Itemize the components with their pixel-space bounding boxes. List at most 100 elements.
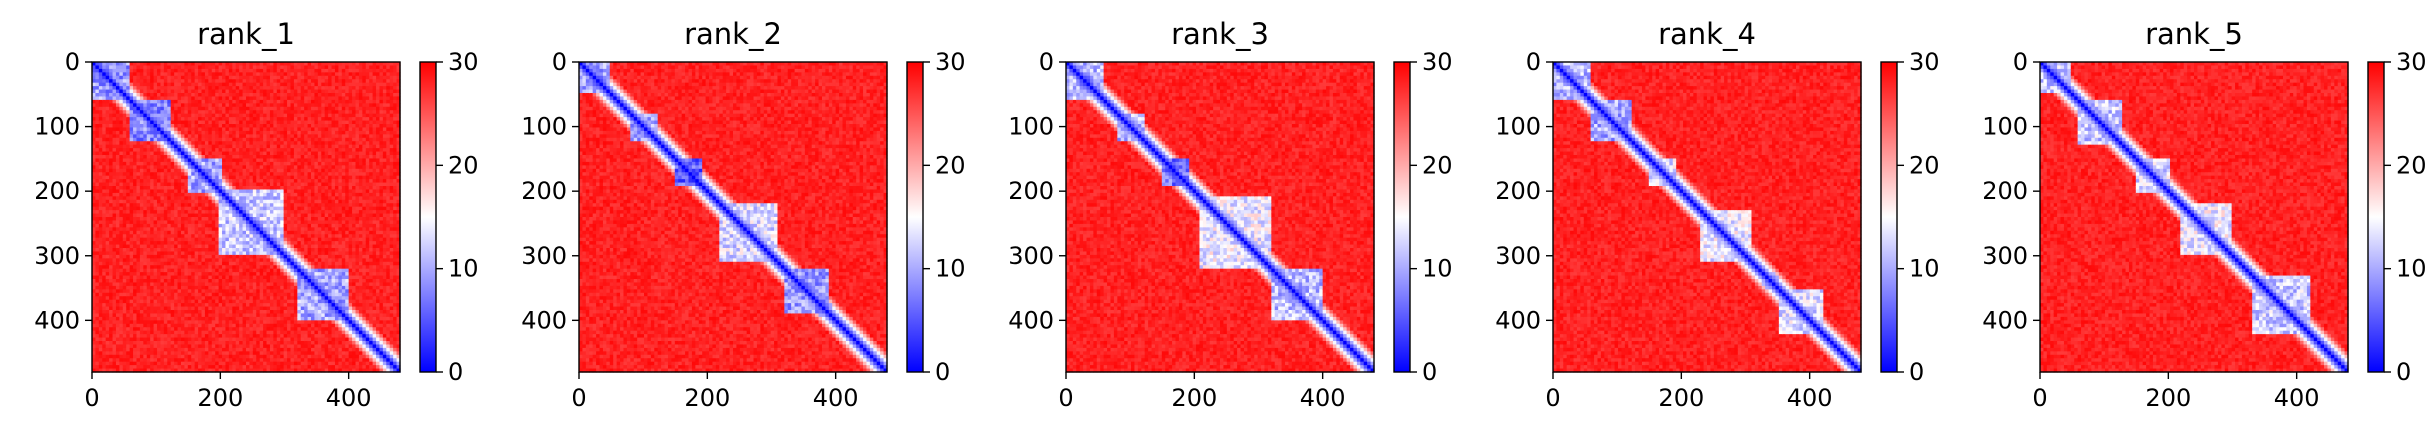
heatmap-cell	[242, 75, 247, 80]
heatmap-cell	[249, 172, 254, 177]
heatmap-cell	[150, 289, 155, 294]
heatmap-cell	[139, 182, 144, 187]
heatmap-cell	[252, 79, 257, 84]
heatmap-cell	[263, 148, 268, 153]
heatmap-cell	[119, 323, 124, 328]
heatmap-cell	[246, 244, 251, 249]
heatmap-cell	[259, 182, 264, 187]
heatmap-cell	[109, 365, 114, 370]
heatmap-cell	[92, 251, 97, 256]
heatmap-cell	[98, 306, 103, 311]
heatmap-cell	[215, 168, 220, 173]
heatmap-cell	[198, 113, 203, 118]
heatmap-cell	[232, 316, 237, 321]
heatmap-cell	[126, 141, 131, 146]
heatmap-cell	[273, 196, 278, 201]
heatmap-cell	[174, 134, 179, 139]
heatmap-cell	[276, 175, 281, 180]
heatmap-cell	[228, 275, 233, 280]
heatmap-cell	[139, 134, 144, 139]
heatmap-cell	[150, 110, 155, 115]
heatmap-cell	[92, 275, 97, 280]
heatmap-cell	[109, 186, 114, 191]
heatmap-cell	[218, 179, 223, 184]
heatmap-cell	[153, 223, 158, 228]
heatmap-cell	[180, 68, 185, 73]
heatmap-cell	[235, 186, 240, 191]
heatmap-cell	[163, 120, 168, 125]
heatmap-cell	[232, 127, 237, 132]
heatmap-cell	[150, 124, 155, 129]
heatmap-cell	[269, 230, 274, 235]
heatmap-cell	[139, 93, 144, 98]
heatmap-cell	[215, 134, 220, 139]
heatmap-cell	[136, 65, 141, 70]
heatmap-cell	[273, 327, 278, 332]
heatmap-cell	[157, 234, 162, 239]
heatmap-cell	[133, 89, 138, 94]
heatmap-cell	[136, 365, 141, 370]
heatmap-cell	[266, 82, 271, 87]
heatmap-cell	[122, 341, 127, 346]
heatmap-cell	[139, 320, 144, 325]
heatmap-cell	[276, 165, 281, 170]
heatmap-cell	[198, 368, 203, 373]
heatmap-cell	[201, 148, 206, 153]
heatmap-cell	[252, 289, 257, 294]
heatmap-cell	[139, 161, 144, 166]
heatmap-cell	[273, 130, 278, 135]
heatmap-cell	[153, 258, 158, 263]
heatmap-cell	[119, 182, 124, 187]
heatmap-cell	[215, 258, 220, 263]
heatmap-cell	[259, 341, 264, 346]
heatmap-cell	[246, 165, 251, 170]
heatmap-cell	[198, 158, 203, 163]
heatmap-cell	[153, 213, 158, 218]
heatmap-cell	[92, 361, 97, 366]
heatmap-cell	[232, 351, 237, 356]
heatmap-cell	[163, 199, 168, 204]
heatmap-cell	[126, 323, 131, 328]
heatmap-cell	[184, 86, 189, 91]
heatmap-cell	[157, 106, 162, 111]
heatmap-cell	[228, 234, 233, 239]
heatmap-cell	[269, 96, 274, 101]
heatmap-cell	[112, 227, 117, 232]
heatmap-cell	[187, 189, 192, 194]
heatmap-cell	[157, 354, 162, 359]
heatmap-cell	[146, 310, 151, 315]
heatmap-cell	[191, 310, 196, 315]
heatmap-cell	[242, 124, 247, 129]
heatmap-cell	[102, 344, 107, 349]
heatmap-cell	[252, 361, 257, 366]
heatmap-cell	[242, 316, 247, 321]
heatmap-cell	[92, 155, 97, 160]
heatmap-cell	[174, 175, 179, 180]
heatmap-cell	[126, 251, 131, 256]
heatmap-cell	[249, 230, 254, 235]
heatmap-cell	[211, 189, 216, 194]
heatmap-cell	[252, 272, 257, 277]
heatmap-cell	[256, 110, 261, 115]
heatmap-cell	[126, 206, 131, 211]
heatmap-cell	[249, 344, 254, 349]
heatmap-cell	[256, 182, 261, 187]
heatmap-cell	[273, 323, 278, 328]
heatmap-cell	[204, 148, 209, 153]
heatmap-cell	[109, 299, 114, 304]
heatmap-cell	[136, 186, 141, 191]
heatmap-cell	[143, 313, 148, 318]
heatmap-cell	[109, 179, 114, 184]
heatmap-cell	[184, 137, 189, 142]
heatmap-cell	[160, 130, 165, 135]
heatmap-cell	[266, 182, 271, 187]
heatmap-cell	[187, 341, 192, 346]
heatmap-cell	[187, 106, 192, 111]
heatmap-cell	[170, 334, 175, 339]
heatmap-cell	[92, 165, 97, 170]
heatmap-cell	[115, 120, 120, 125]
heatmap-cell	[198, 361, 203, 366]
heatmap-cell	[150, 130, 155, 135]
heatmap-cell	[177, 103, 182, 108]
heatmap-cell	[163, 251, 168, 256]
